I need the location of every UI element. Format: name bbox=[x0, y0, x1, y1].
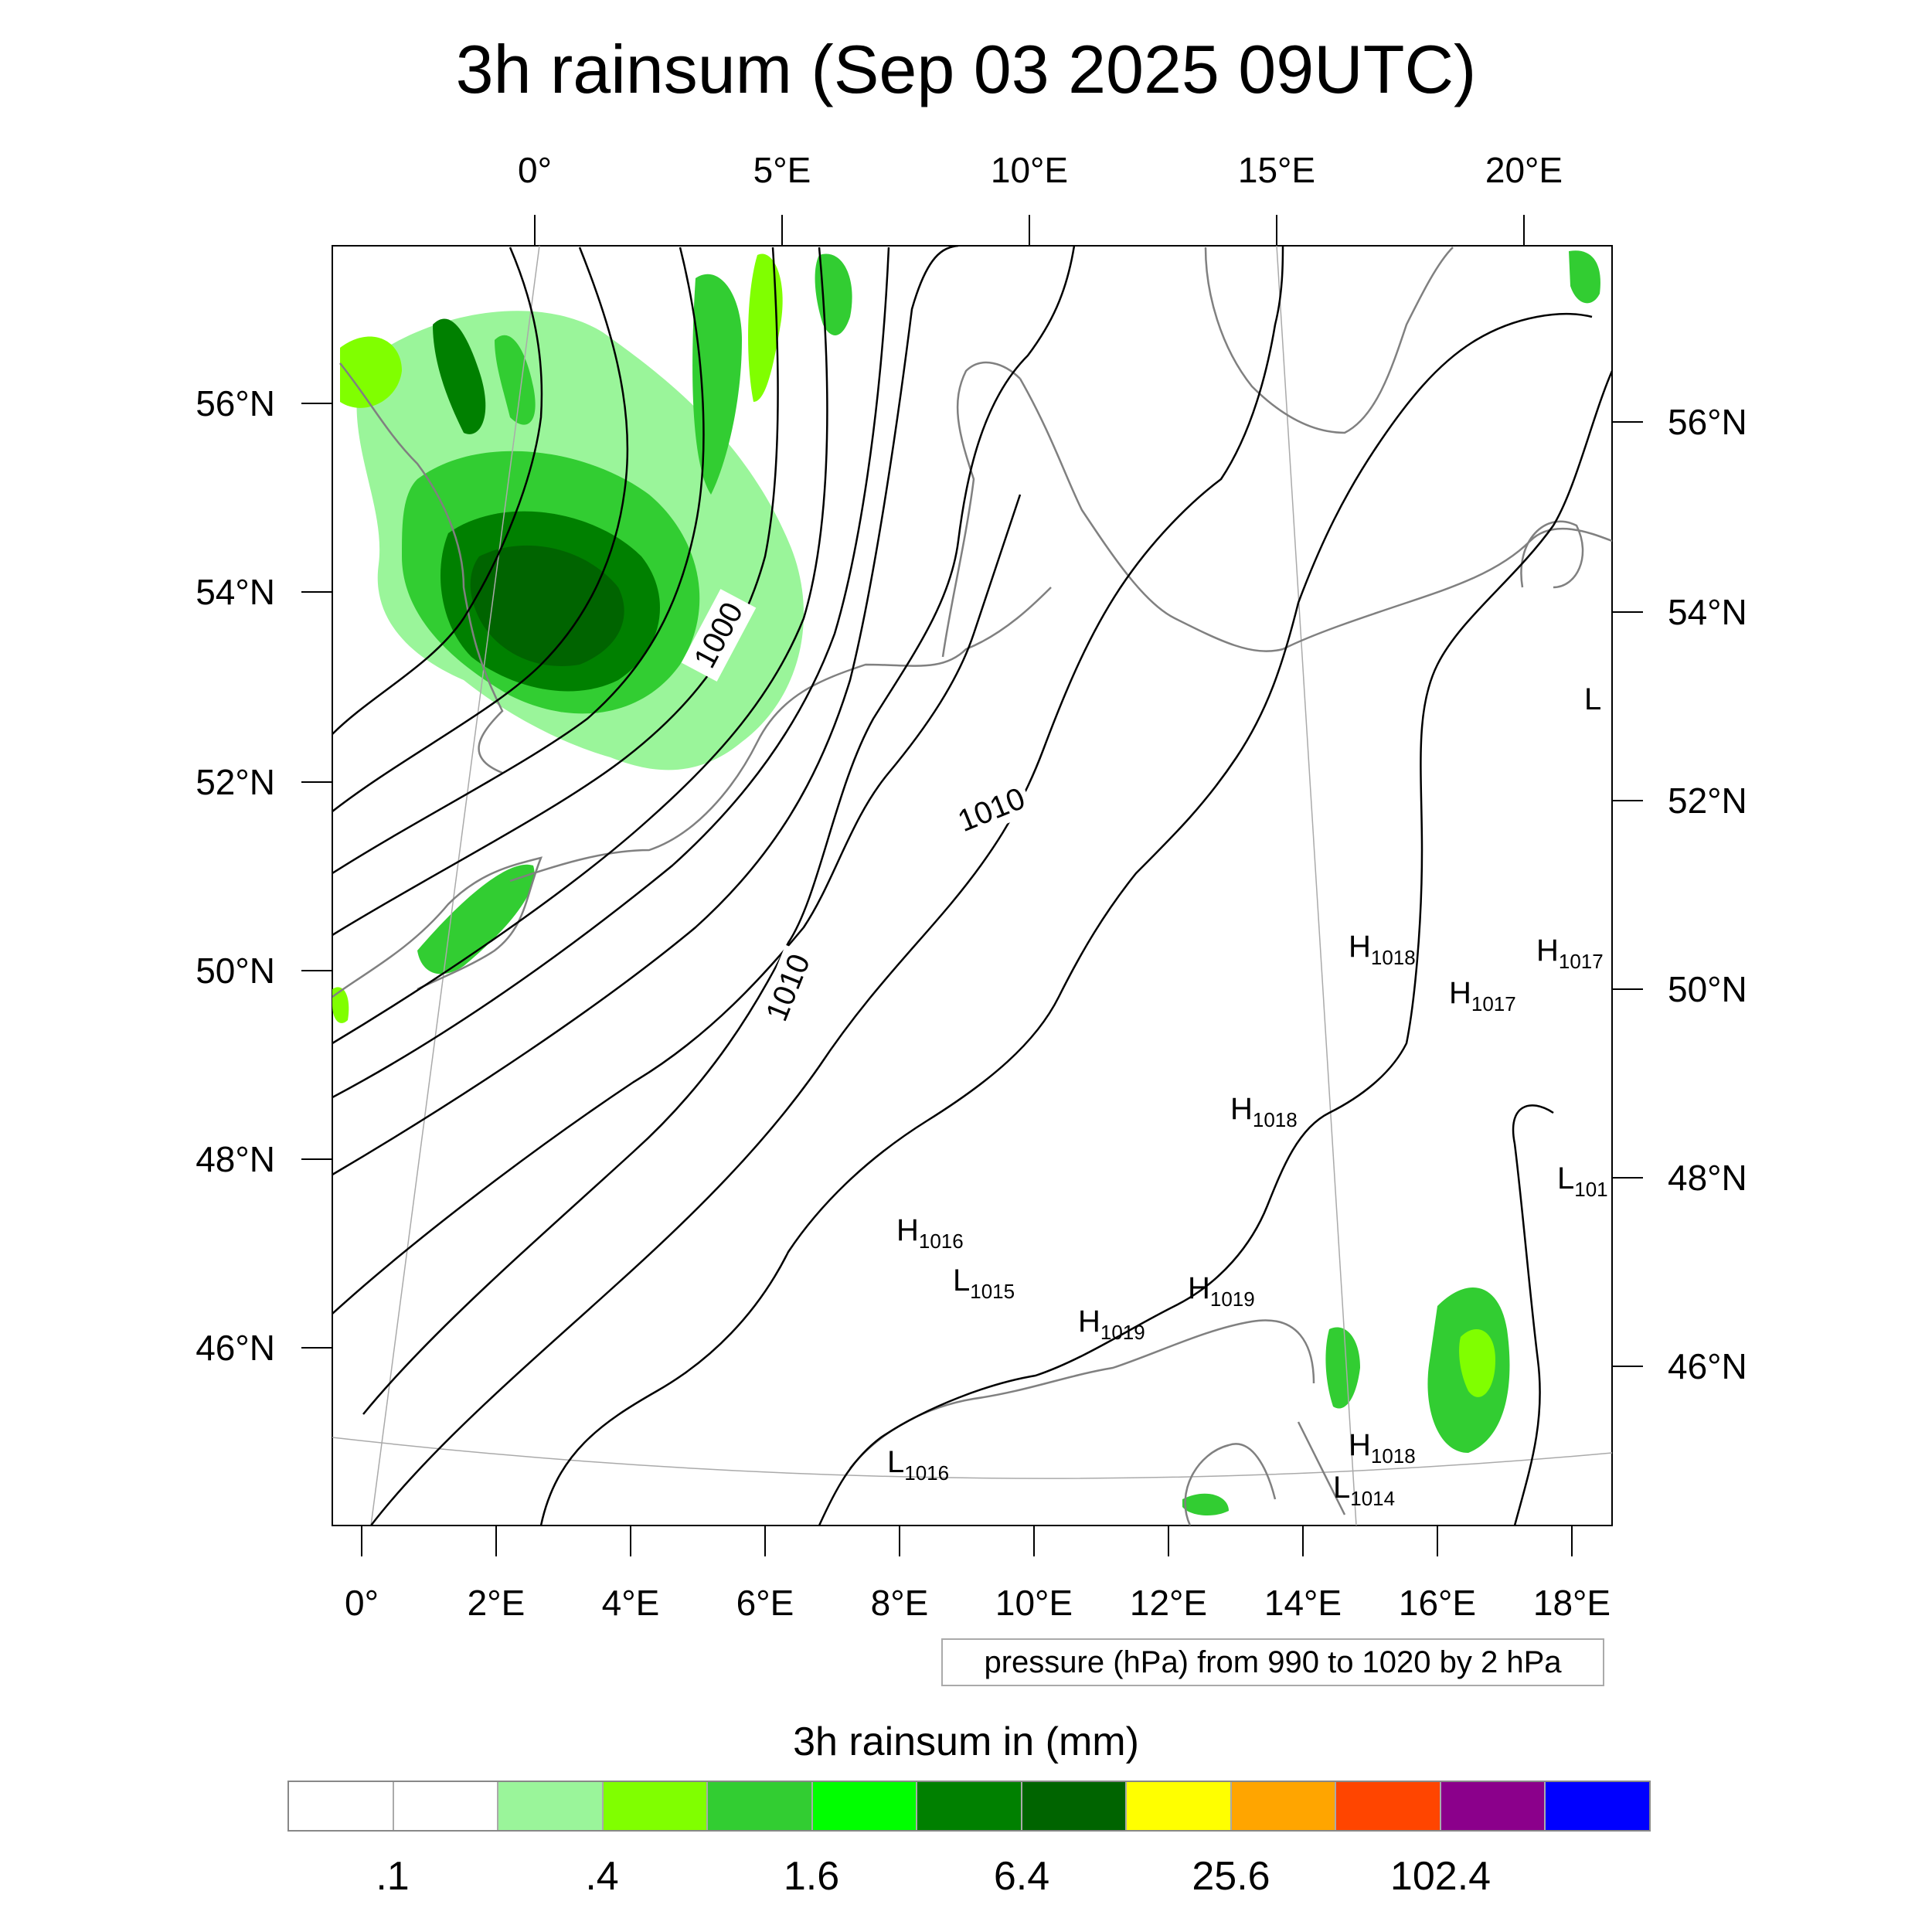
right-lat-label: 48°N bbox=[1668, 1158, 1747, 1198]
colorbar-tick-label: 25.6 bbox=[1192, 1854, 1270, 1899]
graticule bbox=[332, 246, 1612, 1526]
colorbar-segment bbox=[603, 1782, 709, 1830]
bottom-lon-label: 6°E bbox=[736, 1583, 794, 1623]
pressure-center: H1016 bbox=[896, 1213, 964, 1253]
colorbar-segment bbox=[393, 1782, 499, 1830]
colorbar-segment bbox=[1336, 1782, 1441, 1830]
bottom-lon-label: 8°E bbox=[871, 1583, 929, 1623]
colorbar-segment bbox=[708, 1782, 813, 1830]
colorbar-tick-label: .4 bbox=[585, 1854, 619, 1899]
colorbar-segment bbox=[812, 1782, 918, 1830]
top-lon-label: 15°E bbox=[1238, 150, 1315, 190]
pressure-center: H1018 bbox=[1230, 1092, 1298, 1131]
pressure-center: H1019 bbox=[1188, 1271, 1255, 1311]
top-lon-label: 20°E bbox=[1485, 150, 1563, 190]
colorbar-segment bbox=[498, 1782, 604, 1830]
left-lat-label: 50°N bbox=[196, 951, 275, 991]
bottom-lon-label: 4°E bbox=[602, 1583, 660, 1623]
colorbar-tick-label: 102.4 bbox=[1389, 1854, 1492, 1899]
left-lat-label: 48°N bbox=[196, 1139, 275, 1179]
map-title: 3h rainsum (Sep 03 2025 09UTC) bbox=[455, 31, 1477, 107]
colorbar-segment bbox=[289, 1782, 394, 1830]
left-lat-label: 52°N bbox=[196, 762, 275, 802]
bottom-lon-label: 12°E bbox=[1130, 1583, 1207, 1623]
top-lon-label: 10°E bbox=[991, 150, 1068, 190]
colorbar-tick-label: 1.6 bbox=[783, 1854, 840, 1899]
colorbar-segment bbox=[1440, 1782, 1546, 1830]
colorbar-segment bbox=[1127, 1782, 1232, 1830]
top-lon-label: 5°E bbox=[753, 150, 811, 190]
right-lat-label: 54°N bbox=[1668, 592, 1747, 632]
left-lat-label: 56°N bbox=[196, 383, 275, 423]
right-lat-label: 50°N bbox=[1668, 969, 1747, 1009]
pressure-center: H1018 bbox=[1349, 930, 1416, 969]
colorbar-tick-label: 6.4 bbox=[993, 1854, 1050, 1899]
pressure-centers: H1018 H1017 H1017 H1018 H1016 L1015 H101… bbox=[887, 682, 1608, 1510]
tick-marks bbox=[301, 215, 1643, 1556]
right-lat-label: 52°N bbox=[1668, 781, 1747, 821]
pressure-center: H1018 bbox=[1349, 1428, 1416, 1468]
bottom-lon-label: 10°E bbox=[995, 1583, 1073, 1623]
colorbar bbox=[287, 1781, 1651, 1832]
left-lat-label: 46°N bbox=[196, 1328, 275, 1368]
bottom-lon-label: 2°E bbox=[468, 1583, 526, 1623]
colorbar-segment bbox=[1546, 1782, 1649, 1830]
colorbar-tick-label: .1 bbox=[376, 1854, 410, 1899]
bottom-lon-label: 14°E bbox=[1264, 1583, 1342, 1623]
pressure-center: L1014 bbox=[1333, 1471, 1395, 1510]
colorbar-segment bbox=[1231, 1782, 1337, 1830]
legend-title: 3h rainsum in (mm) bbox=[793, 1719, 1139, 1764]
pressure-center: L1015 bbox=[953, 1264, 1015, 1303]
pressure-info-box: pressure (hPa) from 990 to 1020 by 2 hPa bbox=[941, 1638, 1604, 1686]
bottom-lon-label: 16°E bbox=[1399, 1583, 1476, 1623]
pressure-center: L bbox=[1584, 682, 1601, 716]
pressure-center: H1017 bbox=[1449, 976, 1516, 1015]
pressure-center: H1019 bbox=[1078, 1304, 1145, 1344]
left-lat-label: 54°N bbox=[196, 572, 275, 612]
colorbar-segment bbox=[1022, 1782, 1128, 1830]
top-lon-label: 0° bbox=[518, 150, 552, 190]
bottom-lon-label: 0° bbox=[345, 1583, 379, 1623]
bottom-lon-label: 18°E bbox=[1533, 1583, 1611, 1623]
pressure-center: L101 bbox=[1557, 1162, 1608, 1201]
colorbar-segment bbox=[917, 1782, 1022, 1830]
pressure-center: H1017 bbox=[1536, 934, 1604, 973]
isobars bbox=[332, 246, 1612, 1526]
right-lat-label: 46°N bbox=[1668, 1346, 1747, 1386]
right-lat-label: 56°N bbox=[1668, 402, 1747, 442]
pressure-center: L1016 bbox=[887, 1445, 949, 1485]
